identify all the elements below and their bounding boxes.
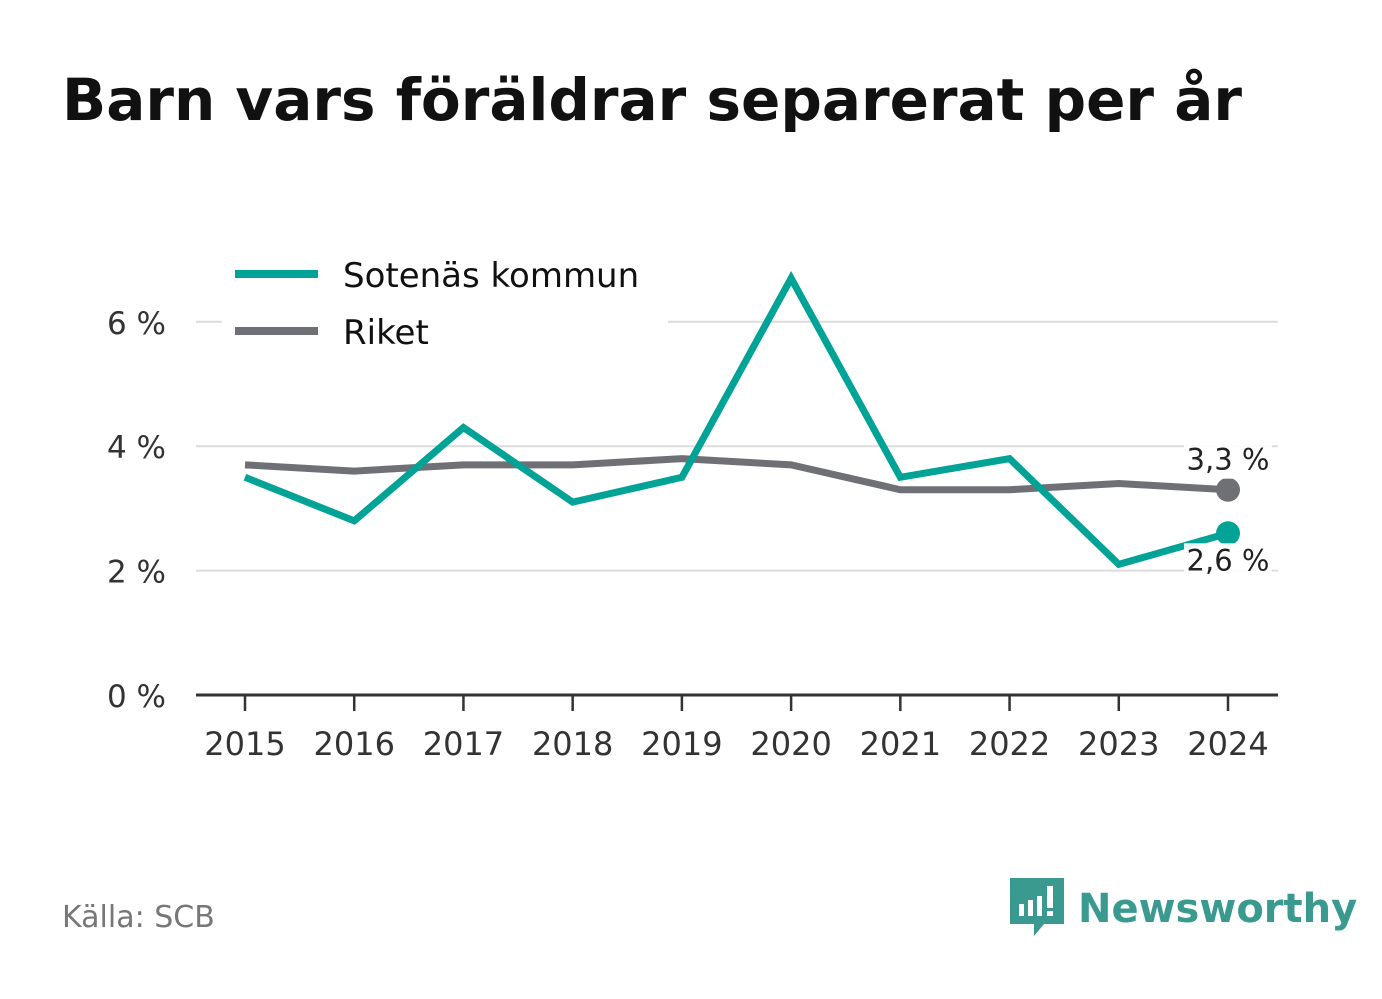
end-label-background	[1184, 442, 1272, 479]
x-tick-label: 2022	[969, 725, 1050, 763]
series-end-point	[1216, 477, 1240, 502]
y-tick-label: 4 %	[107, 430, 166, 466]
end-label-background	[1184, 543, 1272, 580]
x-tick-label: 2023	[1078, 725, 1159, 763]
series-end-point	[1216, 521, 1240, 546]
legend-label: Riket	[343, 313, 429, 353]
y-tick-label: 6 %	[107, 306, 166, 342]
x-tick-label: 2016	[314, 725, 395, 763]
legend-label: Sotenäs kommun	[343, 256, 639, 296]
series-end-label: 3,3 %	[1187, 443, 1270, 477]
x-tick-label: 2019	[641, 725, 722, 763]
brand-name: Newsworthy	[1078, 886, 1358, 932]
source-note: Källa: SCB	[62, 900, 215, 935]
newsworthy-logo-icon	[1010, 878, 1064, 936]
x-tick-label: 2021	[860, 725, 941, 763]
x-tick-label: 2020	[750, 725, 831, 763]
y-tick-label: 2 %	[107, 555, 166, 591]
x-tick-label: 2015	[204, 725, 285, 763]
x-tick-label: 2018	[532, 725, 613, 763]
chart-title: Barn vars föräldrar separerat per år	[62, 66, 1242, 134]
series-end-label: 2,6 %	[1187, 543, 1270, 577]
x-tick-label: 2017	[423, 725, 504, 763]
series-line-sotenas	[243, 270, 1229, 569]
legend-background	[222, 250, 668, 358]
y-tick-label: 0 %	[107, 679, 166, 715]
brand-logo: Newsworthy	[1010, 878, 1357, 940]
series-line-riket	[244, 455, 1229, 494]
x-tick-label: 2024	[1187, 725, 1268, 763]
